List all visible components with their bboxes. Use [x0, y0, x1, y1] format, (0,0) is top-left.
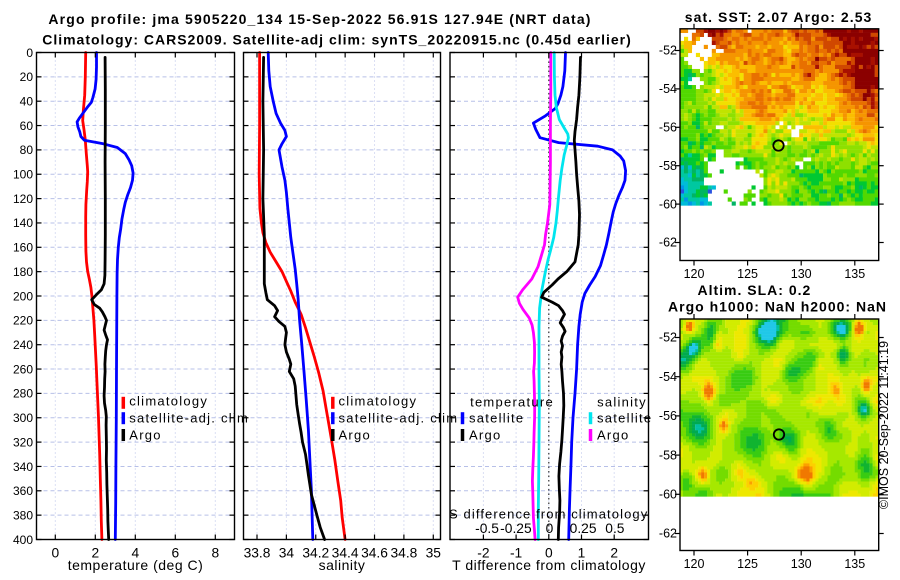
- svg-text:-2: -2: [477, 545, 489, 560]
- svg-text:-60: -60: [659, 197, 677, 211]
- svg-text:34.8: 34.8: [390, 545, 417, 560]
- svg-text:20: 20: [20, 70, 34, 84]
- svg-text:S difference from climatology: S difference from climatology: [449, 506, 648, 521]
- svg-text:130: 130: [791, 267, 812, 281]
- svg-text:380: 380: [13, 508, 33, 522]
- svg-text:1: 1: [578, 545, 586, 560]
- svg-text:220: 220: [13, 314, 33, 328]
- svg-text:34.6: 34.6: [361, 545, 388, 560]
- svg-text:4: 4: [131, 545, 139, 560]
- svg-text:6: 6: [171, 545, 179, 560]
- svg-text:0: 0: [546, 521, 554, 536]
- svg-text:135: 135: [844, 267, 865, 281]
- svg-text:8: 8: [211, 545, 219, 560]
- svg-text:Argo: Argo: [597, 428, 629, 443]
- svg-text:34.2: 34.2: [302, 545, 329, 560]
- svg-text:-1: -1: [510, 545, 522, 560]
- svg-text:400: 400: [13, 533, 33, 547]
- svg-text:-0.5: -0.5: [475, 521, 499, 536]
- svg-text:©IMOS 20-Sep-2022 11:41:19: ©IMOS 20-Sep-2022 11:41:19: [877, 341, 891, 509]
- svg-text:240: 240: [13, 338, 33, 352]
- svg-text:satellite: satellite: [597, 410, 652, 425]
- svg-text:280: 280: [13, 387, 33, 401]
- svg-text:130: 130: [791, 557, 812, 571]
- svg-text:40: 40: [20, 95, 34, 109]
- svg-text:-62: -62: [659, 527, 677, 541]
- svg-text:100: 100: [13, 168, 33, 182]
- svg-text:125: 125: [737, 557, 758, 571]
- svg-text:salinity: salinity: [319, 557, 366, 573]
- svg-text:-56: -56: [659, 409, 677, 423]
- svg-text:-58: -58: [659, 159, 677, 173]
- svg-text:climatology: climatology: [129, 394, 208, 409]
- svg-text:340: 340: [13, 460, 33, 474]
- svg-text:-0.25: -0.25: [500, 521, 532, 536]
- svg-text:34: 34: [279, 545, 295, 560]
- svg-text:sat. SST: 2.07 Argo: 2.53: sat. SST: 2.07 Argo: 2.53: [685, 9, 873, 25]
- svg-text:200: 200: [13, 289, 33, 303]
- svg-text:360: 360: [13, 484, 33, 498]
- svg-text:-52: -52: [659, 44, 677, 58]
- svg-text:120: 120: [684, 557, 705, 571]
- svg-text:125: 125: [737, 267, 758, 281]
- svg-text:-60: -60: [659, 488, 677, 502]
- svg-text:160: 160: [13, 241, 33, 255]
- svg-text:120: 120: [13, 192, 33, 206]
- svg-text:300: 300: [13, 411, 33, 425]
- svg-text:80: 80: [20, 143, 34, 157]
- svg-text:satellite-adj. clim: satellite-adj. clim: [129, 410, 249, 425]
- svg-text:temperature (deg C): temperature (deg C): [68, 557, 204, 573]
- svg-text:Argo: Argo: [129, 428, 161, 443]
- svg-text:-54: -54: [659, 82, 677, 96]
- svg-text:Argo: Argo: [469, 428, 501, 443]
- svg-text:0: 0: [545, 545, 553, 560]
- svg-text:180: 180: [13, 265, 33, 279]
- svg-text:0: 0: [51, 545, 59, 560]
- svg-text:260: 260: [13, 362, 33, 376]
- svg-text:320: 320: [13, 435, 33, 449]
- svg-text:35: 35: [426, 545, 442, 560]
- svg-text:-54: -54: [659, 370, 677, 384]
- svg-text:120: 120: [684, 267, 705, 281]
- svg-text:T difference from climatology: T difference from climatology: [452, 557, 646, 573]
- svg-text:-58: -58: [659, 448, 677, 462]
- svg-text:0.25: 0.25: [570, 521, 597, 536]
- svg-text:temperature: temperature: [470, 395, 554, 410]
- svg-text:climatology: climatology: [339, 394, 418, 409]
- svg-text:-52: -52: [659, 331, 677, 345]
- svg-text:Argo profile: jma 5905220_134: Argo profile: jma 5905220_134 15-Sep-202…: [48, 11, 591, 27]
- svg-text:Argo: Argo: [339, 428, 371, 443]
- svg-text:satellite: satellite: [469, 410, 524, 425]
- svg-text:140: 140: [13, 216, 33, 230]
- svg-text:Altim. SLA: 0.2: Altim. SLA: 0.2: [698, 282, 812, 298]
- svg-text:2: 2: [91, 545, 99, 560]
- svg-text:60: 60: [20, 119, 34, 133]
- svg-text:135: 135: [844, 557, 865, 571]
- svg-text:0: 0: [26, 46, 33, 60]
- svg-text:Argo h1000: NaN h2000: NaN: Argo h1000: NaN h2000: NaN: [668, 298, 887, 314]
- svg-text:0.5: 0.5: [605, 521, 625, 536]
- svg-text:33.8: 33.8: [244, 545, 271, 560]
- svg-text:Climatology: CARS2009. Satelli: Climatology: CARS2009. Satellite-adj cli…: [42, 31, 632, 47]
- svg-text:34.4: 34.4: [332, 545, 359, 560]
- svg-text:-56: -56: [659, 121, 677, 135]
- svg-text:2: 2: [610, 545, 618, 560]
- svg-text:satellite-adj. clim: satellite-adj. clim: [339, 410, 459, 425]
- svg-text:-62: -62: [659, 236, 677, 250]
- svg-text:salinity: salinity: [597, 395, 647, 410]
